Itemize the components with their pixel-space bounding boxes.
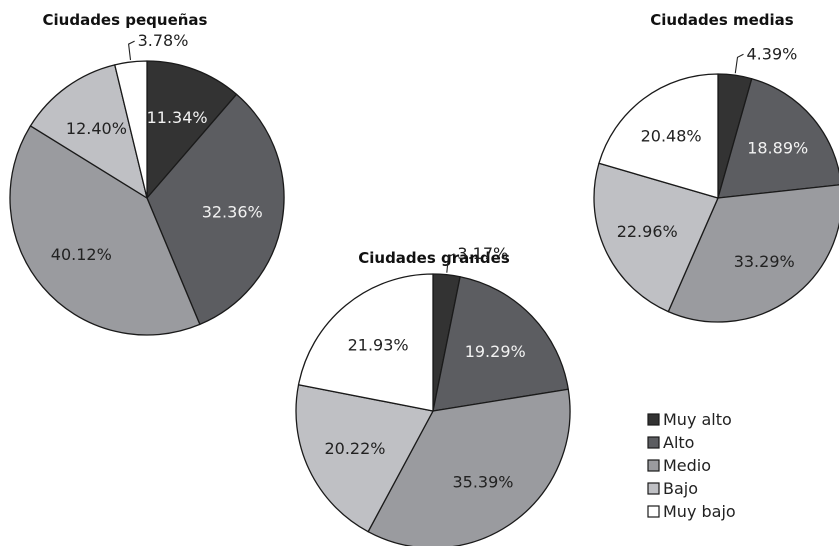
pie-slice-bajo (295, 384, 434, 533)
pie-slice-medio (9, 125, 201, 336)
pie-slice-muy-bajo (297, 273, 434, 412)
chart-title: Ciudades medias (650, 11, 794, 29)
pie-ciudades-grandes: Ciudades grandes 3.17% 19.29% 35.39% 20.22%… (295, 244, 571, 546)
slice-label: 22.96% (617, 222, 678, 241)
slice-label: 20.48% (641, 127, 702, 146)
legend-label: Muy alto (663, 410, 732, 429)
slice-label: 18.89% (747, 139, 808, 158)
slice-label: 21.93% (348, 335, 409, 354)
slice-label: 12.40% (66, 119, 127, 138)
chart-title: Ciudades pequeñas (43, 11, 208, 29)
pie-slice-muy-bajo (598, 73, 719, 199)
legend-label: Muy bajo (663, 502, 736, 521)
slice-label: 4.39% (747, 44, 798, 63)
slice-label: 20.22% (324, 439, 385, 458)
leader-line (128, 40, 135, 61)
pie-slice-muy-alto (146, 60, 238, 199)
slice-label: 32.36% (202, 203, 263, 222)
legend-label: Bajo (663, 479, 698, 498)
slice-label: 3.78% (138, 31, 189, 50)
slice-label: 19.29% (465, 342, 526, 361)
pie-slice-muy-bajo (114, 60, 148, 199)
chart-title: Ciudades grandes (358, 249, 510, 267)
pie-ciudades-medias: Ciudades medias 4.39% 18.89% 33.29% 22.96% 2… (593, 11, 839, 323)
pie-slice-bajo (593, 162, 719, 313)
pie-slice-bajo (29, 64, 148, 199)
pie-slice-medio (367, 388, 571, 546)
legend-swatch-medio (647, 459, 660, 472)
slice-label: 11.34% (147, 108, 208, 127)
legend-label: Alto (663, 433, 694, 452)
legend-swatch-alto (647, 436, 660, 449)
leader-line (446, 253, 455, 273)
pie-slice-medio (667, 184, 839, 323)
legend: Muy alto Alto Medio Bajo Muy bajo (647, 410, 736, 521)
leader-line (734, 53, 744, 74)
legend-label: Medio (663, 456, 711, 475)
slice-label: 33.29% (734, 252, 795, 271)
pie-slice-alto (432, 276, 569, 412)
pie-slice-alto (146, 93, 285, 326)
pie-slice-alto (717, 78, 839, 199)
slice-label: 3.17% (457, 244, 508, 263)
legend-swatch-bajo (647, 482, 660, 495)
legend-swatch-muy-alto (647, 413, 660, 426)
pie-ciudades-pequenas: Ciudades pequeñas 11.34% 32.36% 40.12% 12.4… (9, 11, 285, 336)
legend-swatch-muy-bajo (647, 505, 660, 518)
slice-label: 35.39% (452, 472, 513, 491)
slice-label: 40.12% (51, 245, 112, 264)
